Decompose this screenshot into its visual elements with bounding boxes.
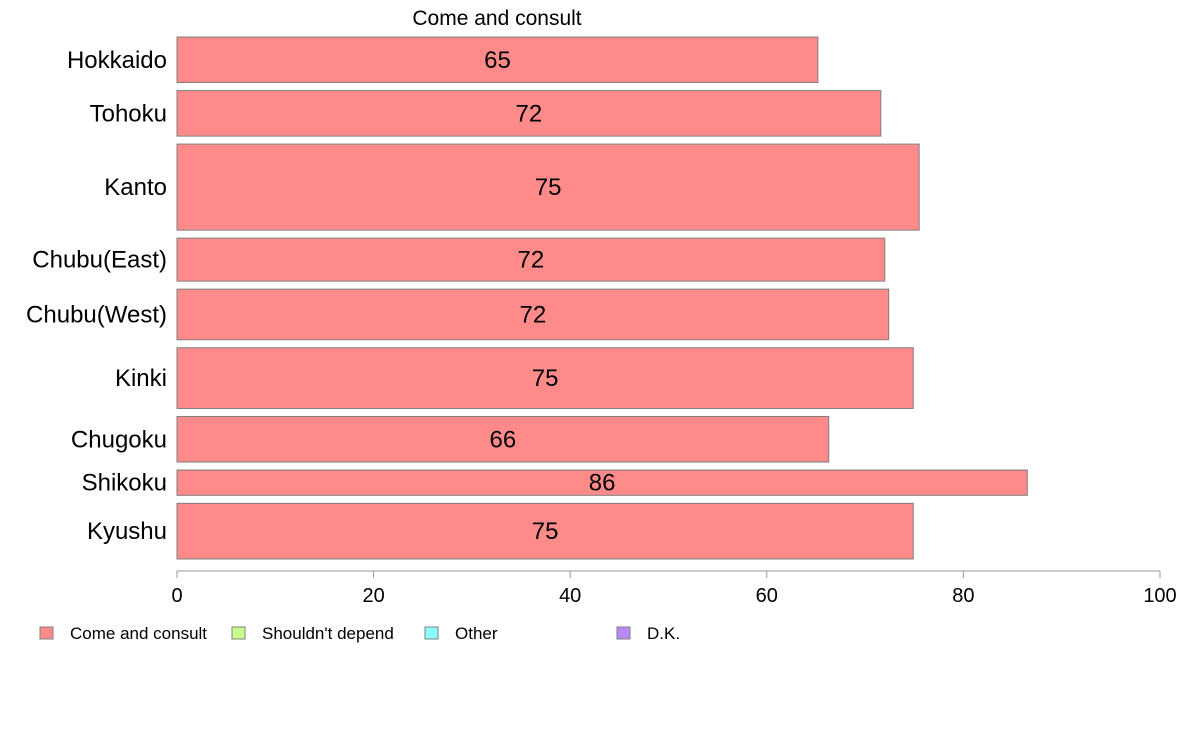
legend-swatch: [616, 626, 631, 640]
data-label: 72: [516, 100, 543, 127]
bar-kinki: [176, 347, 914, 409]
data-label: 66: [490, 426, 517, 453]
chart-title: Come and consult: [412, 7, 581, 30]
legend: Come and consult Shouldn't depend Other D.K…: [39, 624, 680, 643]
x-axis: 0 20 40 60 80 100: [171, 570, 1177, 607]
x-tick-label: 40: [559, 585, 581, 607]
bar-chugoku: [176, 415, 830, 463]
legend-swatch: [231, 626, 246, 640]
x-tick-label: 60: [756, 585, 778, 607]
legend-label: Shouldn't depend: [262, 624, 394, 643]
legend-swatch: [39, 626, 54, 640]
category-label: Kanto: [104, 174, 167, 201]
bar-chubu-east: [176, 237, 886, 282]
category-label: Chubu(East): [32, 247, 167, 274]
category-label: Hokkaido: [67, 47, 167, 74]
data-label: 65: [484, 47, 511, 74]
x-tick-label: 20: [362, 585, 384, 607]
data-label: 72: [519, 301, 546, 328]
category-label: Kyushu: [87, 518, 167, 545]
data-label: 75: [532, 365, 559, 392]
bar-shikoku: [176, 469, 1028, 496]
bar-kanto: [176, 143, 920, 231]
category-label: Kinki: [115, 365, 167, 392]
category-label: Chugoku: [71, 426, 167, 453]
data-label: 75: [535, 174, 562, 201]
x-tick-label: 100: [1143, 585, 1176, 607]
legend-label: Come and consult: [70, 624, 207, 643]
category-label: Shikoku: [82, 470, 167, 497]
data-label: 72: [518, 247, 545, 274]
legend-label: D.K.: [647, 624, 680, 643]
category-label: Chubu(West): [26, 301, 167, 328]
bar-hokkaido: [176, 36, 819, 84]
bar-kyushu: [176, 502, 914, 560]
bar-chubu-west: [176, 288, 890, 341]
legend-swatch: [424, 626, 439, 640]
bars: Hokkaido 65 Tohoku 72 Kanto 75 Chubu(East) 72 Ch…: [26, 36, 1028, 560]
category-label: Tohoku: [90, 100, 167, 127]
x-tick-label: 0: [171, 585, 182, 607]
data-label: 86: [589, 470, 616, 497]
data-label: 75: [532, 518, 559, 545]
bar-tohoku: [176, 90, 882, 137]
legend-label: Other: [455, 624, 498, 643]
x-tick-label: 80: [952, 585, 974, 607]
